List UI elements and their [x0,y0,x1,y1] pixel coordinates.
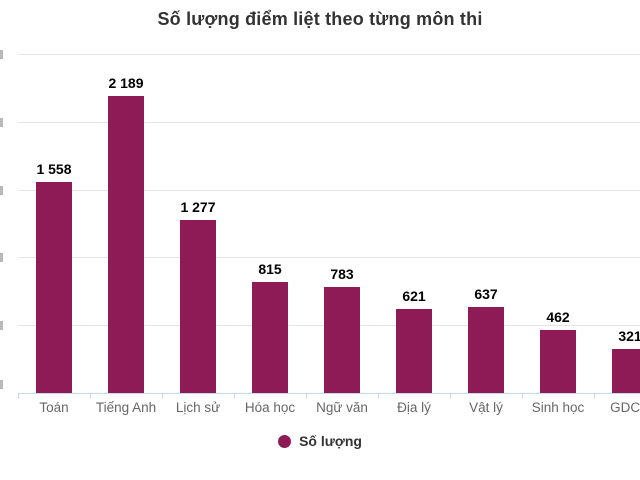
x-axis-label: Toán [39,400,69,415]
bar-value-label: 462 [546,309,570,325]
bar-value-label: 321 [618,328,640,344]
bar[interactable] [324,287,360,393]
x-axis-label: Vật lý [469,400,503,415]
yaxis-label-remnant [0,321,3,330]
bar[interactable] [108,96,144,393]
x-axis-tick [306,393,307,399]
gridline [18,122,640,123]
x-axis-tick [450,393,451,399]
gridline [18,257,640,258]
bar[interactable] [396,309,432,393]
bar[interactable] [468,307,504,393]
x-axis-label: Hóa học [244,400,296,415]
bar[interactable] [36,182,72,393]
x-axis-tick [18,393,19,399]
x-axis-label: Lịch sử [175,400,221,415]
x-axis-tick [378,393,379,399]
yaxis-label-remnant [0,118,3,127]
chart-title: Số lượng điểm liệt theo từng môn thi [157,9,483,29]
yaxis-label-remnant [0,186,3,195]
bar-value-label: 637 [474,286,498,302]
gridline [18,190,640,191]
x-axis-label: Sinh học [531,400,585,415]
bar[interactable] [180,220,216,393]
bar[interactable] [612,349,640,393]
legend-marker-icon [278,434,292,448]
bar-value-label: 815 [258,261,282,277]
yaxis-label-remnant [0,380,3,389]
gridline [18,54,640,55]
bar-value-label: 1 558 [36,161,72,177]
bar[interactable] [540,330,576,393]
x-axis-tick [162,393,163,399]
bar-value-label: 1 277 [180,199,216,215]
bar[interactable] [252,282,288,393]
yaxis-label-remnant [0,253,3,262]
x-axis-tick [90,393,91,399]
x-axis-line [18,393,640,394]
yaxis-label-remnant [0,50,3,59]
x-axis-tick [522,393,523,399]
x-axis-label: Ngữ văn [316,400,368,415]
x-axis-tick [234,393,235,399]
bar-value-label: 783 [330,266,354,282]
x-axis-label: Địa lý [397,400,431,415]
x-axis-label: Tiếng Anh [95,400,157,415]
bar-value-label: 621 [402,288,426,304]
bar-value-label: 2 189 [108,75,144,91]
x-axis-label: GDCD [610,400,640,415]
x-axis-tick [594,393,595,399]
legend-item[interactable]: Số lượng [0,433,640,449]
legend-label: Số lượng [299,433,362,449]
